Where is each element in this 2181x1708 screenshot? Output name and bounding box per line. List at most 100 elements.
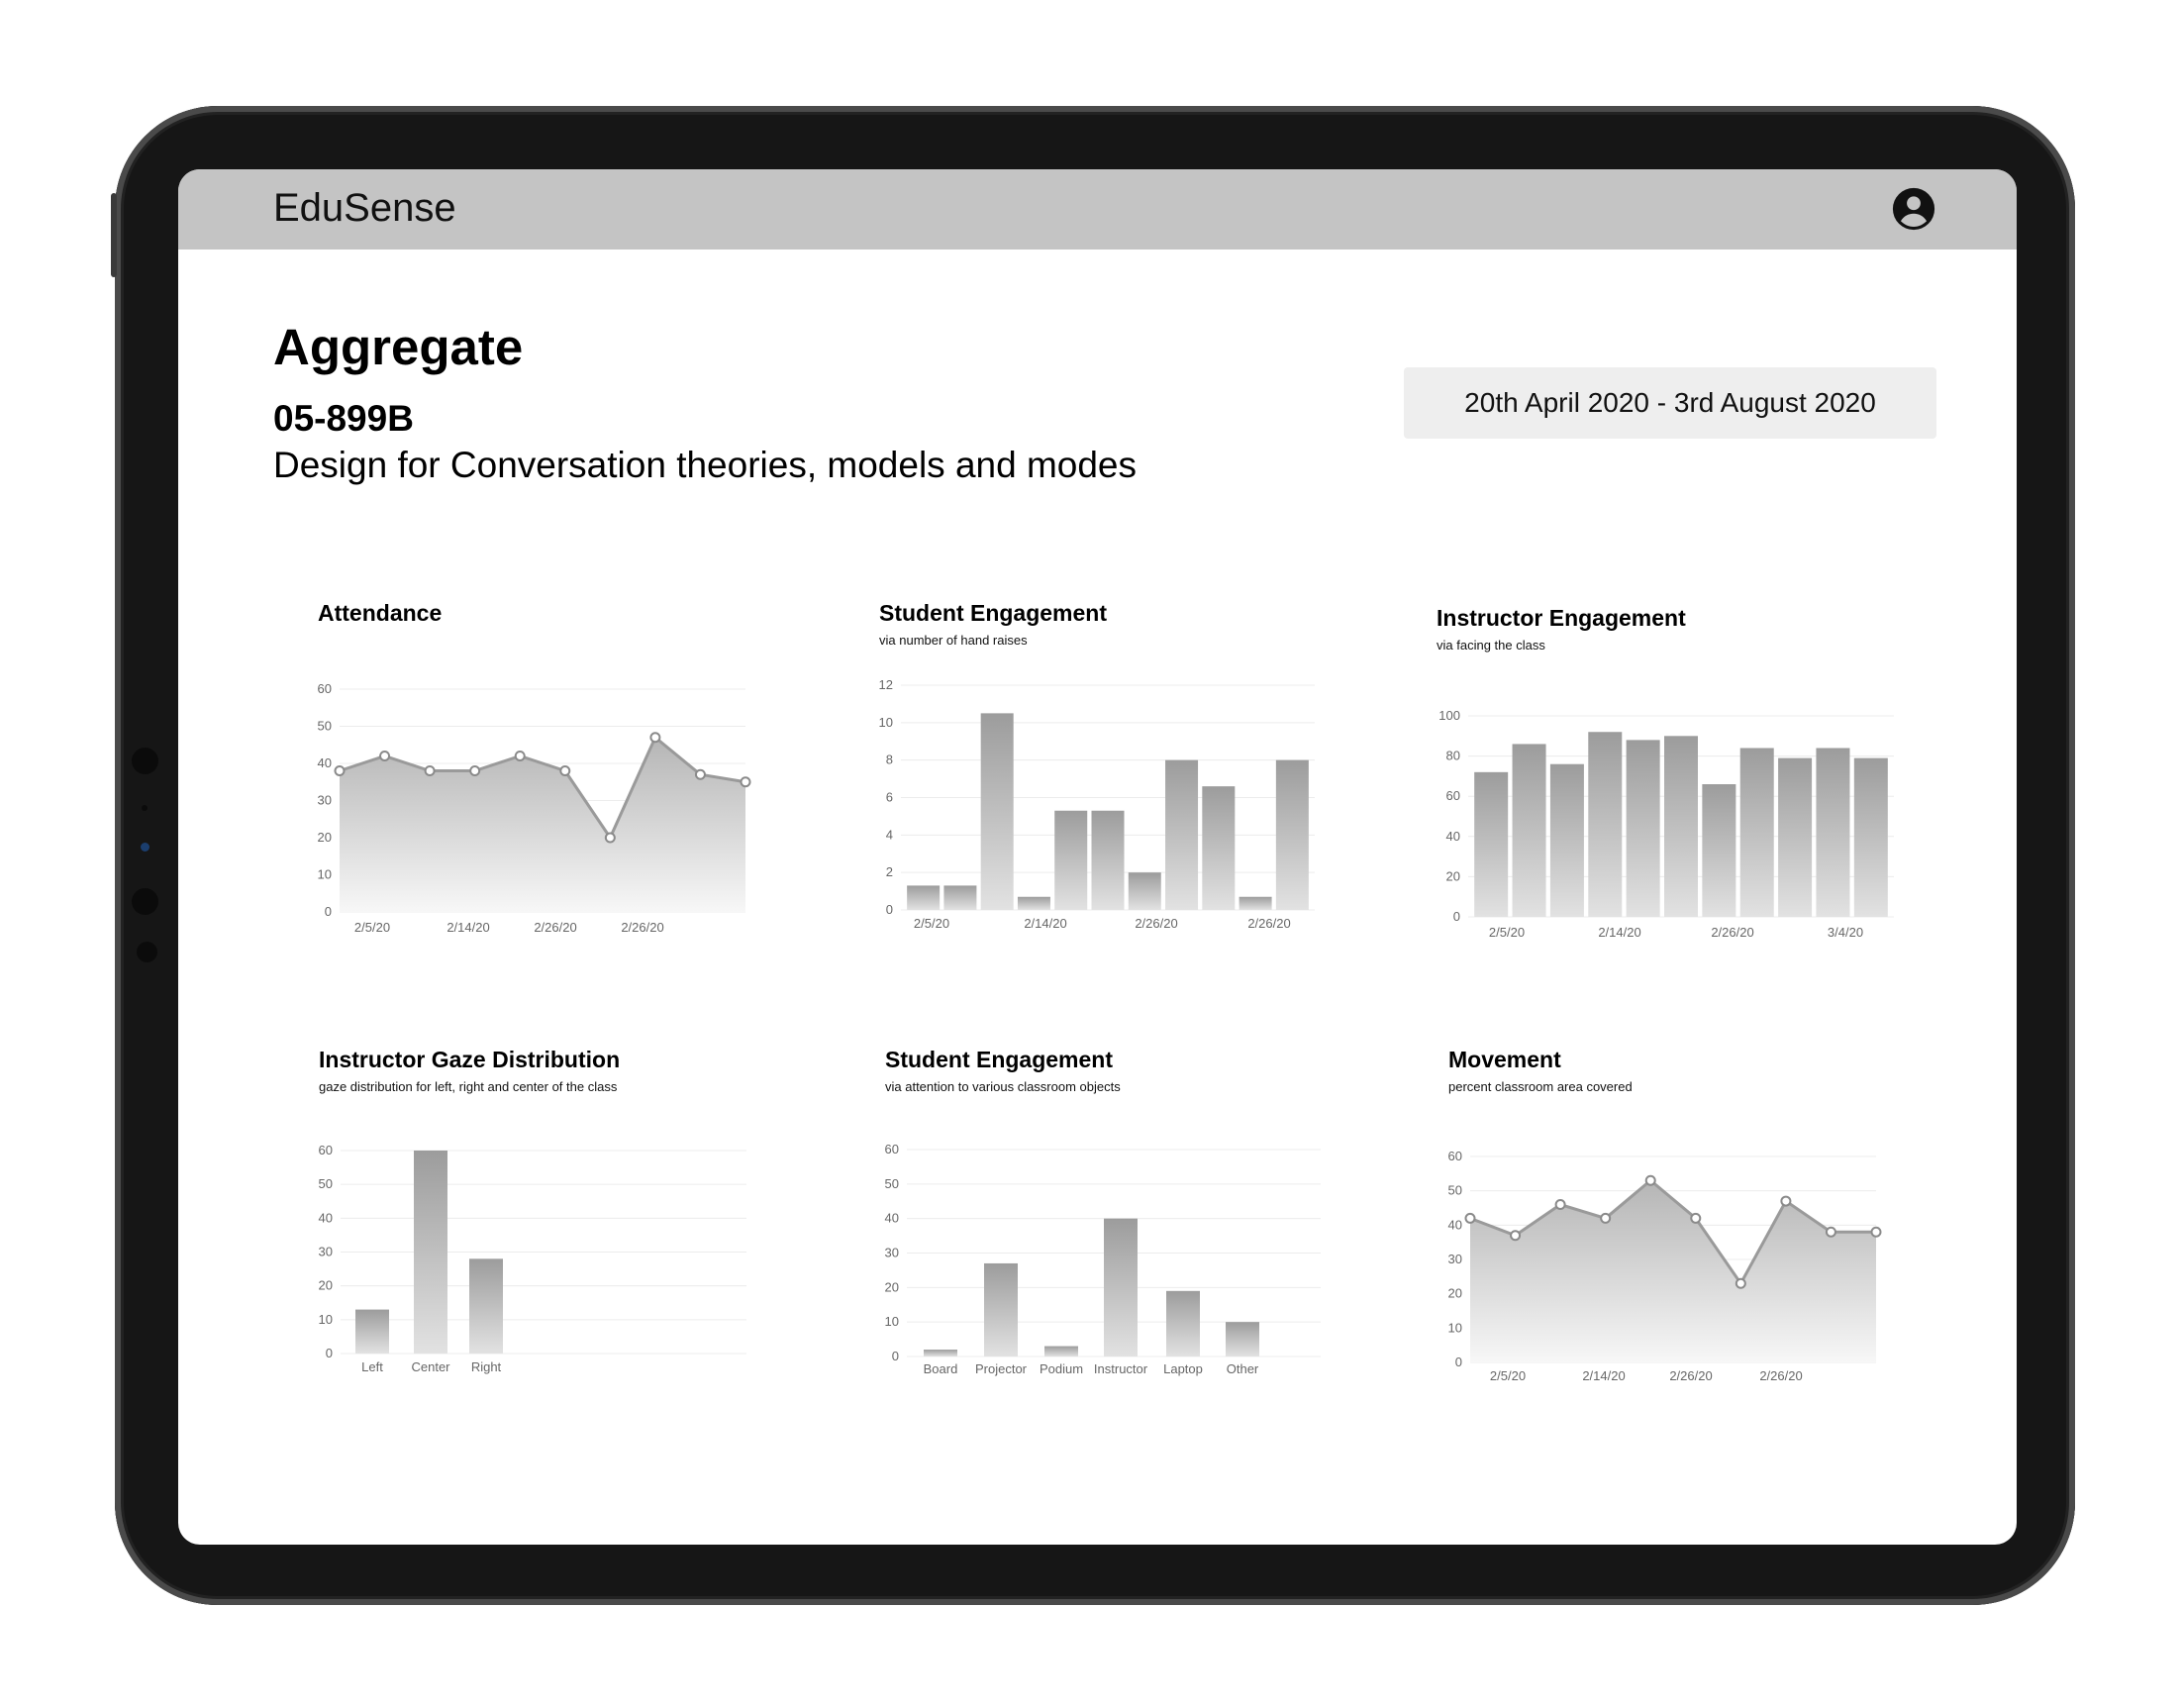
bar [1226,1322,1259,1356]
attendance-chart-card[interactable]: Attendance 0 10 20 30 40 50 60 2/5/20 2/14/20 2/2… [318,600,773,935]
bar [1044,1346,1078,1356]
y-tick-label: 0 [1455,1355,1462,1369]
y-tick-label: 10 [1448,1320,1462,1335]
data-point [649,732,661,744]
movement-chart: 0 10 20 30 40 50 60 2/5/20 2/14/20 2/26/20 2/26/20 [1448,1149,1882,1383]
data-point [1510,1230,1522,1242]
x-tick-label: Podium [1040,1361,1083,1376]
x-tick-label: 2/14/20 [1598,925,1640,940]
bar [984,1262,1018,1356]
x-tick-label: Projector [975,1361,1028,1376]
camera-sensor [132,748,158,774]
x-tick-label: Board [924,1361,958,1376]
y-tick-label: 20 [1448,1286,1462,1301]
data-point [604,832,616,844]
bar [943,885,977,910]
x-tick-label: 2/14/20 [446,920,489,935]
bar [1128,872,1161,910]
camera-lens [141,843,149,852]
date-range-picker[interactable]: 20th April 2020 - 3rd August 2020 [1404,367,1936,439]
x-tick-label: 2/26/20 [1247,916,1290,931]
x-tick-label: Instructor [1094,1361,1148,1376]
bar [1202,786,1236,910]
bar [469,1258,503,1354]
y-tick-label: 60 [319,1143,333,1157]
y-tick-label: 30 [1448,1252,1462,1266]
instructor-gaze-distribution-card[interactable]: Instructor Gaze Distribution gaze distri… [319,1047,774,1374]
account-circle-icon[interactable] [1891,186,1936,232]
bar [1165,759,1199,910]
x-tick-label: Center [411,1359,450,1374]
bar [1166,1290,1200,1356]
y-tick-label: 0 [886,902,893,917]
area-fill [340,737,745,912]
y-tick-label: 60 [1446,788,1460,803]
y-tick-label: 10 [318,867,332,882]
y-tick-label: 50 [319,1176,333,1191]
bar [1054,810,1088,910]
student-engagement-attention-card[interactable]: Student Engagement via attention to vari… [885,1047,1350,1376]
x-tick-label: Laptop [1163,1361,1203,1376]
chart-subtitle: via facing the class [1437,638,1545,653]
x-tick-label: Other [1227,1361,1259,1376]
y-tick-label: 20 [318,830,332,845]
course-code: 05-899B [273,398,414,439]
chart-title: Instructor Engagement [1437,605,1686,631]
data-point [514,751,526,761]
bar [1091,810,1125,910]
y-tick-label: 40 [885,1211,899,1226]
course-name: Design for Conversation theories, models… [273,445,1138,485]
bar [907,885,941,910]
data-point [740,776,751,788]
y-tick-label: 6 [886,790,893,805]
movement-chart-card[interactable]: Movement percent classroom area covered … [1448,1047,1904,1383]
x-tick-label: 3/4/20 [1828,925,1863,940]
data-point [1870,1226,1882,1238]
y-tick-label: 12 [879,677,893,692]
student-engagement-hand-raises-card[interactable]: Student Engagement via number of hand ra… [879,600,1344,931]
attendance-chart: 0 10 20 30 40 50 60 2/5/20 2/14/20 2/26/20 2/26/20 [318,681,751,935]
page-title: Aggregate [273,319,524,375]
y-tick-label: 40 [1446,829,1460,844]
x-tick-label: 2/14/20 [1024,916,1066,931]
y-tick-label: 40 [319,1210,333,1225]
series-line [339,735,746,842]
chart-title: Instructor Gaze Distribution [319,1047,621,1072]
x-tick-label: 2/5/20 [914,916,949,931]
y-tick-label: 0 [892,1349,899,1363]
bar [980,713,1014,910]
chart-title: Attendance [318,600,443,626]
data-point [1825,1226,1836,1238]
bar [414,1151,447,1354]
bar [1626,740,1660,917]
y-tick-label: 100 [1438,708,1460,723]
x-tick-label: 2/14/20 [1582,1368,1625,1383]
y-tick-label: 30 [319,1245,333,1259]
bar [1664,736,1698,917]
bar [1816,748,1850,917]
student-engagement-hand-raises-chart: 0 2 4 6 8 10 12 2/5/20 2/14/20 2/26/20 2/26/20 [879,677,1315,931]
y-tick-label: 30 [885,1246,899,1260]
chart-title: Student Engagement [879,600,1108,626]
chart-subtitle: via number of hand raises [879,633,1028,648]
x-tick-label: Left [361,1359,383,1374]
x-tick-label: 2/26/20 [534,920,576,935]
y-tick-label: 0 [1453,909,1460,924]
y-tick-label: 50 [318,719,332,734]
bar [1474,771,1509,917]
brand-name[interactable]: EduSense [273,186,456,230]
x-tick-label: 2/5/20 [1489,925,1525,940]
y-tick-label: 0 [326,1346,333,1360]
y-tick-label: 60 [885,1142,899,1156]
chart-subtitle: via attention to various classroom objec… [885,1079,1121,1094]
instructor-engagement-chart-card[interactable]: Instructor Engagement via facing the cla… [1437,605,1902,940]
data-point [1644,1174,1656,1186]
data-point [559,765,571,776]
y-tick-label: 10 [885,1314,899,1329]
device-side-button [111,193,117,277]
chart-subtitle: gaze distribution for left, right and ce… [319,1079,618,1094]
y-tick-label: 20 [885,1279,899,1294]
chart-title: Student Engagement [885,1047,1114,1072]
x-tick-label: 2/26/20 [1669,1368,1712,1383]
x-tick-label: 2/26/20 [1759,1368,1802,1383]
